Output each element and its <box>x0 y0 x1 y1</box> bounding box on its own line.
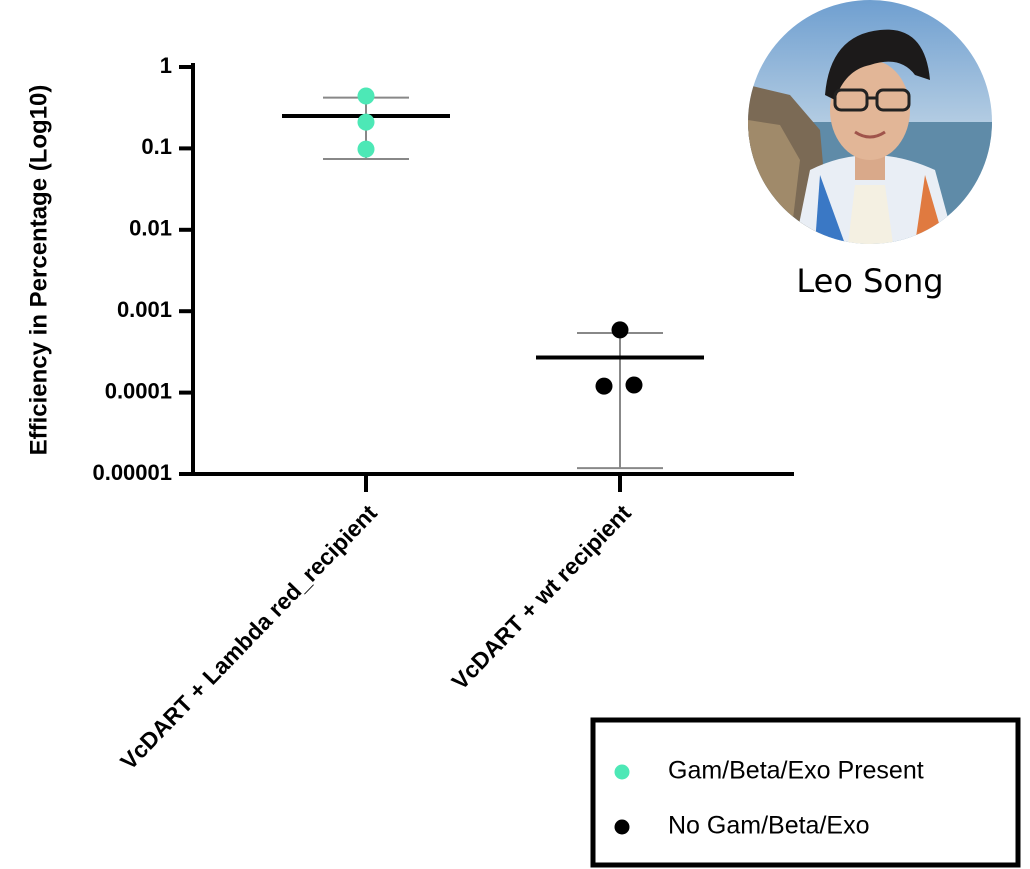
y-tick-label: 0.01 <box>129 216 172 241</box>
legend-label: Gam/Beta/Exo Present <box>668 757 924 785</box>
y-tick-label: 0.00001 <box>92 460 172 485</box>
data-point <box>626 376 643 393</box>
legend-label: No Gam/Beta/Exo <box>668 812 869 840</box>
data-point <box>358 114 375 131</box>
data-point <box>358 88 375 105</box>
page: Leo Song Efficiency in Percentage (Log10… <box>0 0 1030 869</box>
y-tick-label: 0.1 <box>141 134 172 159</box>
profile-photo <box>748 0 992 244</box>
x-tick-label: VcDART + Lambda red_recipient <box>115 499 382 774</box>
legend-marker <box>615 765 630 780</box>
person-name: Leo Song <box>796 262 943 300</box>
data-point <box>358 141 375 158</box>
y-axis-title: Efficiency in Percentage (Log10) <box>25 85 52 456</box>
y-tick-label: 1 <box>160 53 172 78</box>
legend-box <box>593 720 1018 865</box>
x-tick-label: VcDART + wt recipient <box>446 499 636 694</box>
data-point <box>596 378 613 395</box>
y-tick-label: 0.0001 <box>105 378 172 403</box>
y-tick-label: 0.001 <box>117 297 172 322</box>
legend-marker <box>615 820 630 835</box>
data-point <box>612 321 629 338</box>
